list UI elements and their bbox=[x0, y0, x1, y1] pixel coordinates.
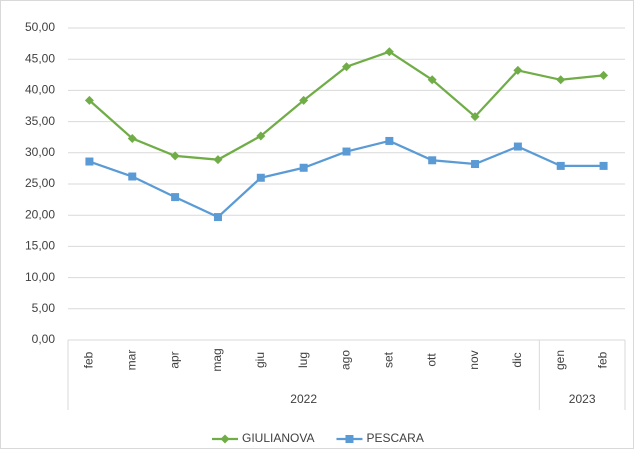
point bbox=[385, 136, 394, 145]
legend-label: PESCARA bbox=[366, 431, 423, 445]
y-tick-label: 35,00 bbox=[25, 114, 55, 128]
y-tick-label: 45,00 bbox=[25, 51, 55, 65]
y-tick-label: 50,00 bbox=[25, 20, 55, 34]
x-group-label: 2023 bbox=[569, 392, 596, 406]
point bbox=[513, 142, 522, 151]
y-tick-label: 30,00 bbox=[25, 145, 55, 159]
series bbox=[85, 136, 608, 222]
point bbox=[471, 160, 480, 169]
y-tick-label: 5,00 bbox=[32, 301, 56, 315]
point bbox=[171, 193, 180, 202]
point bbox=[342, 62, 351, 72]
point bbox=[127, 133, 137, 143]
point bbox=[470, 112, 480, 122]
x-tick-label: mar bbox=[124, 350, 138, 371]
x-tick-label: giu bbox=[253, 352, 267, 368]
point bbox=[428, 156, 437, 165]
series bbox=[84, 47, 609, 165]
x-group-label: 2022 bbox=[290, 392, 317, 406]
x-tick-label: dic bbox=[510, 352, 524, 367]
y-tick-label: 0,00 bbox=[32, 332, 56, 346]
point bbox=[599, 70, 609, 80]
point bbox=[213, 155, 223, 165]
x-tick-label: ago bbox=[339, 350, 353, 370]
point bbox=[85, 157, 94, 166]
point bbox=[84, 95, 94, 105]
y-tick-label: 20,00 bbox=[25, 207, 55, 221]
x-tick-label: apr bbox=[167, 351, 181, 368]
point bbox=[170, 151, 180, 161]
x-tick-label: feb bbox=[82, 351, 96, 368]
y-tick-label: 10,00 bbox=[25, 270, 55, 284]
y-tick-label: 15,00 bbox=[25, 239, 55, 253]
point bbox=[556, 161, 565, 170]
point bbox=[256, 131, 266, 141]
x-tick-label: mag bbox=[210, 348, 224, 371]
x-tick-label: feb bbox=[596, 351, 610, 368]
point bbox=[384, 47, 394, 57]
x-tick-label: gen bbox=[553, 350, 567, 370]
y-tick-label: 25,00 bbox=[25, 176, 55, 190]
point bbox=[345, 435, 354, 443]
point bbox=[213, 213, 222, 222]
x-tick-label: set bbox=[382, 351, 396, 368]
legend-label: GIULIANOVA bbox=[242, 431, 314, 445]
y-tick-label: 40,00 bbox=[25, 83, 55, 97]
point bbox=[299, 95, 309, 105]
point bbox=[513, 65, 523, 75]
point bbox=[128, 172, 137, 181]
x-tick-label: lug bbox=[296, 352, 310, 368]
point bbox=[427, 75, 437, 85]
point bbox=[556, 75, 566, 85]
point bbox=[599, 161, 608, 170]
x-tick-label: nov bbox=[467, 350, 481, 369]
x-tick-label: ott bbox=[424, 353, 438, 367]
point bbox=[256, 173, 265, 182]
point bbox=[299, 163, 308, 172]
point bbox=[342, 147, 351, 156]
point bbox=[220, 434, 230, 444]
